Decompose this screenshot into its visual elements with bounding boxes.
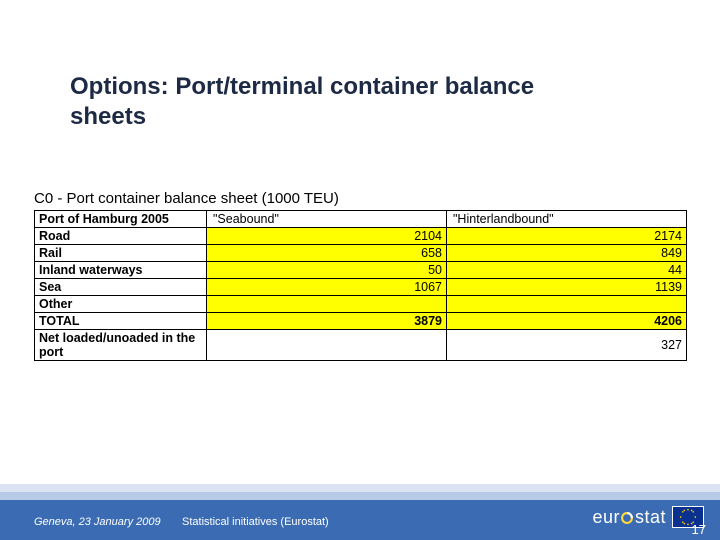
row-label: Rail <box>35 245 207 262</box>
page-number: 17 <box>692 522 706 537</box>
row-label: Road <box>35 228 207 245</box>
table-row: Inland waterways 50 44 <box>35 262 687 279</box>
footer-band <box>0 492 720 500</box>
table-row-net: Net loaded/unoaded in the port 327 <box>35 330 687 361</box>
slide: Options: Port/terminal container balance… <box>0 0 720 540</box>
row-value: 2104 <box>207 228 447 245</box>
eurostat-logo: eurstat <box>592 506 704 528</box>
header-seabound: "Seabound" <box>207 211 447 228</box>
footer-location-date: Geneva, 23 January 2009 <box>34 516 161 528</box>
row-value: 50 <box>207 262 447 279</box>
row-value: 1067 <box>207 279 447 296</box>
table-row: Sea 1067 1139 <box>35 279 687 296</box>
table-row-total: TOTAL 3879 4206 <box>35 313 687 330</box>
row-value: 658 <box>207 245 447 262</box>
table-row: Rail 658 849 <box>35 245 687 262</box>
title-line-1: Options: Port/terminal container balance <box>70 73 534 100</box>
row-value: 1139 <box>447 279 687 296</box>
row-label: Net loaded/unoaded in the port <box>35 330 207 361</box>
row-label: TOTAL <box>35 313 207 330</box>
row-value: 327 <box>447 330 687 361</box>
logo-text-post: stat <box>635 507 666 527</box>
logo-text-pre: eur <box>592 507 620 527</box>
table-row: Road 2104 2174 <box>35 228 687 245</box>
footer-band <box>0 484 720 492</box>
row-value: 2174 <box>447 228 687 245</box>
footer-subtitle: Statistical initiatives (Eurostat) <box>182 516 329 528</box>
logo-o-icon <box>620 509 634 523</box>
balance-table: Port of Hamburg 2005 "Seabound" "Hinterl… <box>34 210 687 361</box>
table-row: Other <box>35 296 687 313</box>
header-hinterland: "Hinterlandbound" <box>447 211 687 228</box>
row-value <box>207 296 447 313</box>
row-value: 3879 <box>207 313 447 330</box>
title-line-2: sheets <box>70 103 146 130</box>
logo-text: eurstat <box>592 507 666 528</box>
table-caption: C0 - Port container balance sheet (1000 … <box>34 190 339 207</box>
row-value <box>207 330 447 361</box>
row-value: 4206 <box>447 313 687 330</box>
slide-title: Options: Port/terminal container balance… <box>70 72 534 132</box>
row-value: 44 <box>447 262 687 279</box>
row-label: Other <box>35 296 207 313</box>
row-value: 849 <box>447 245 687 262</box>
row-label: Sea <box>35 279 207 296</box>
table-header-row: Port of Hamburg 2005 "Seabound" "Hinterl… <box>35 211 687 228</box>
row-value <box>447 296 687 313</box>
row-label: Inland waterways <box>35 262 207 279</box>
header-port: Port of Hamburg 2005 <box>35 211 207 228</box>
